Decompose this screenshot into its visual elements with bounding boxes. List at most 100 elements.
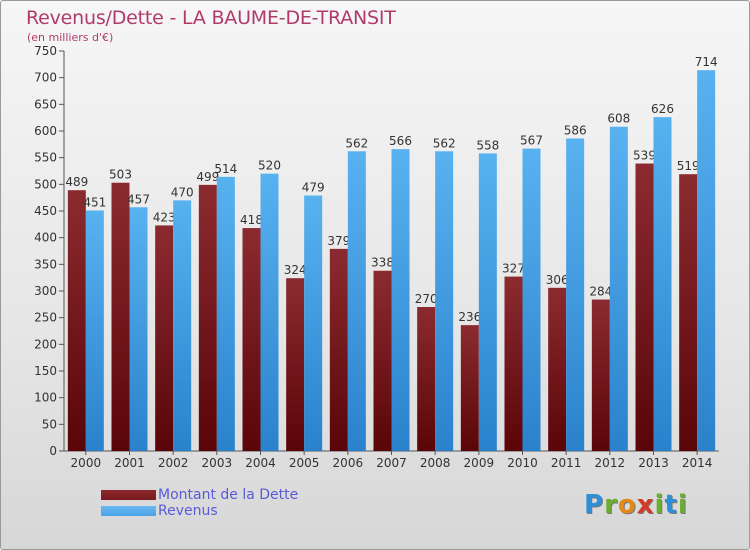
legend: Montant de la Dette Revenus (101, 487, 298, 519)
bar-dette-2013 (635, 163, 654, 452)
x-tick-label: 2002 (158, 456, 189, 470)
bar-revenus-2002 (173, 200, 192, 451)
bar-revenus-2004 (260, 173, 279, 451)
data-label-revenus-2010: 567 (520, 134, 543, 148)
x-tick-label: 2003 (202, 456, 233, 470)
data-label-revenus-2012: 608 (607, 112, 630, 126)
y-tick-label: 650 (34, 97, 57, 111)
bar-revenus-2008 (435, 151, 454, 451)
chart-title: Revenus/Dette - LA BAUME-DE-TRANSIT (26, 7, 396, 29)
bar-dette-2003 (198, 184, 217, 451)
data-label-revenus-2001: 457 (127, 192, 150, 206)
x-tick-label: 2004 (245, 456, 276, 470)
data-label-dette-2012: 284 (589, 285, 612, 299)
legend-item-revenus: Revenus (101, 503, 298, 519)
data-label-revenus-2005: 479 (302, 181, 325, 195)
data-label-dette-2010: 327 (502, 262, 525, 276)
data-label-dette-2000: 489 (65, 175, 88, 189)
x-tick-label: 2013 (638, 456, 669, 470)
x-tick-label: 2006 (333, 456, 364, 470)
legend-item-dette: Montant de la Dette (101, 487, 298, 503)
bar-dette-2011 (548, 287, 567, 451)
bar-dette-2014 (679, 174, 698, 451)
data-label-revenus-2002: 470 (171, 185, 194, 199)
data-label-revenus-2013: 626 (651, 102, 674, 116)
bar-revenus-2006 (347, 151, 366, 451)
y-tick-label: 700 (34, 71, 57, 85)
data-label-revenus-2007: 566 (389, 134, 412, 148)
y-tick-label: 550 (34, 151, 57, 165)
y-tick-label: 300 (34, 284, 57, 298)
y-tick-label: 250 (34, 311, 57, 325)
data-label-dette-2008: 270 (415, 292, 438, 306)
legend-swatch-dette (101, 490, 156, 500)
data-label-dette-2011: 306 (546, 273, 569, 287)
bar-dette-2010 (504, 276, 523, 451)
bar-revenus-2009 (478, 153, 497, 451)
bar-revenus-2003 (216, 176, 235, 451)
data-label-dette-2005: 324 (284, 263, 307, 277)
data-label-revenus-2006: 562 (345, 136, 368, 150)
data-label-revenus-2004: 520 (258, 159, 281, 173)
legend-swatch-revenus (101, 506, 156, 516)
data-label-dette-2013: 539 (633, 149, 656, 163)
data-label-revenus-2000: 451 (83, 195, 106, 209)
chart-subtitle: (en milliers d'€) (27, 31, 114, 44)
x-tick-label: 2012 (595, 456, 626, 470)
y-tick-label: 100 (34, 391, 57, 405)
bar-revenus-2011 (566, 138, 585, 451)
bar-dette-2009 (460, 325, 479, 451)
x-tick-label: 2014 (682, 456, 713, 470)
bar-revenus-2014 (697, 70, 716, 451)
data-label-dette-2004: 418 (240, 213, 263, 227)
y-tick-label: 350 (34, 257, 57, 271)
bar-dette-2002 (155, 225, 174, 451)
y-tick-label: 450 (34, 204, 57, 218)
x-tick-label: 2005 (289, 456, 320, 470)
y-tick-label: 400 (34, 231, 57, 245)
y-tick-label: 500 (34, 177, 57, 191)
bar-revenus-2000 (85, 210, 104, 451)
data-label-dette-2003: 499 (196, 170, 219, 184)
legend-label-revenus: Revenus (158, 503, 218, 519)
x-tick-label: 2000 (71, 456, 102, 470)
data-label-dette-2009: 236 (458, 310, 481, 324)
bar-revenus-2005 (304, 195, 323, 451)
data-label-revenus-2014: 714 (695, 55, 718, 69)
bar-dette-2006 (329, 248, 348, 451)
y-tick-label: 50 (42, 417, 57, 431)
data-label-dette-2001: 503 (109, 168, 132, 182)
y-tick-label: 750 (34, 44, 57, 58)
x-tick-label: 2011 (551, 456, 582, 470)
y-tick-label: 600 (34, 124, 57, 138)
x-tick-label: 2010 (507, 456, 538, 470)
y-tick-label: 0 (49, 444, 57, 458)
bar-dette-2012 (591, 299, 610, 451)
bar-dette-2008 (417, 307, 436, 451)
bar-revenus-2013 (653, 117, 672, 451)
bar-revenus-2012 (609, 126, 628, 451)
bar-dette-2004 (242, 228, 261, 451)
bar-revenus-2007 (391, 149, 410, 451)
x-tick-label: 2007 (376, 456, 407, 470)
data-label-dette-2006: 379 (327, 234, 350, 248)
bar-dette-2007 (373, 270, 392, 451)
data-label-revenus-2009: 558 (476, 138, 499, 152)
data-label-dette-2007: 338 (371, 256, 394, 270)
data-label-dette-2014: 519 (677, 159, 700, 173)
data-label-dette-2002: 423 (153, 210, 176, 224)
bar-revenus-2010 (522, 148, 541, 451)
x-tick-label: 2009 (464, 456, 495, 470)
data-label-revenus-2008: 562 (433, 136, 456, 150)
x-tick-label: 2001 (114, 456, 145, 470)
y-tick-label: 200 (34, 337, 57, 351)
legend-label-dette: Montant de la Dette (158, 487, 299, 503)
x-tick-label: 2008 (420, 456, 451, 470)
data-label-revenus-2011: 586 (564, 123, 587, 137)
data-label-revenus-2003: 514 (214, 162, 237, 176)
bar-dette-2000 (67, 190, 86, 451)
proxiti-logo: Proxiti (584, 490, 688, 520)
bar-dette-2005 (286, 278, 305, 451)
